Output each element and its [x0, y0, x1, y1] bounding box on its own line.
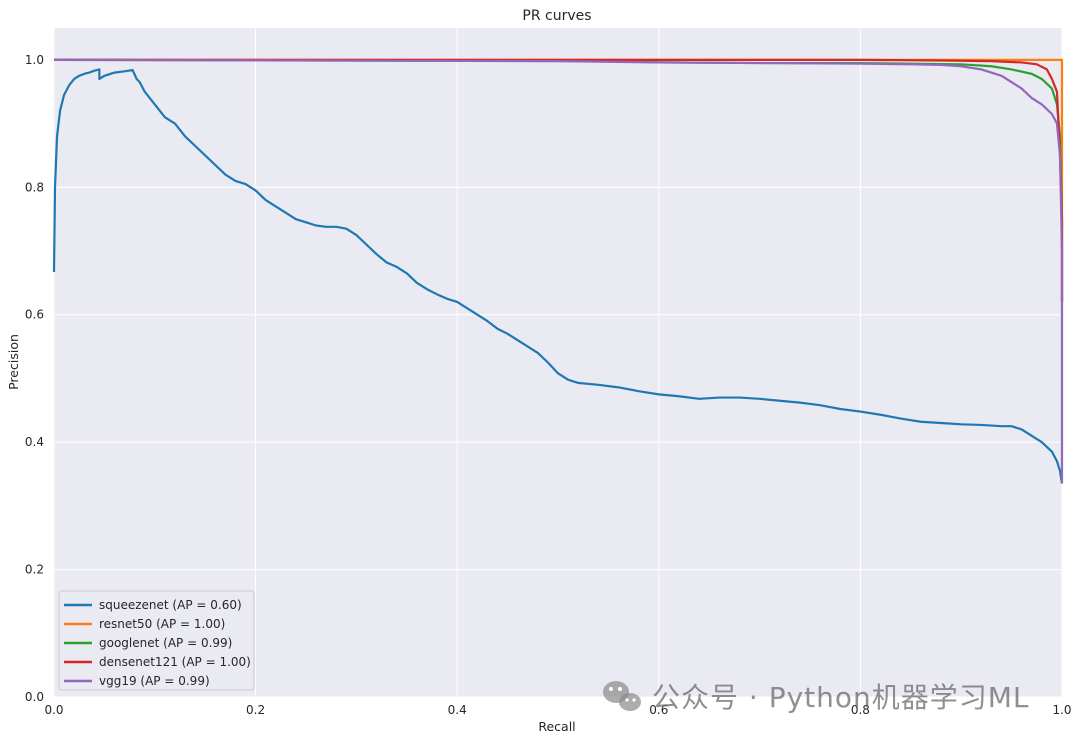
x-tick-label: 0.4: [448, 703, 467, 717]
x-tick-label: 1.0: [1052, 703, 1071, 717]
legend-entries: squeezenet (AP = 0.60) resnet50 (AP = 1.0…: [64, 598, 251, 688]
x-tick-label: 0.6: [649, 703, 668, 717]
y-tick-label: 0.4: [25, 435, 44, 449]
x-tick-label: 0.2: [246, 703, 265, 717]
watermark-text: 公众号 · Python机器学习ML: [652, 681, 1030, 714]
series-lines: [52, 58, 1064, 484]
legend-label-googlenet: googlenet (AP = 0.99): [99, 636, 232, 650]
legend-label-vgg19: vgg19 (AP = 0.99): [99, 674, 210, 688]
plot-background: [54, 28, 1062, 697]
watermark: 公众号 · Python机器学习ML: [603, 681, 1030, 714]
legend-box: [58, 590, 255, 691]
x-tick-label: 0.0: [44, 703, 63, 717]
chart-title: PR curves: [522, 8, 591, 24]
series-line-vgg19: [53, 58, 1064, 484]
y-tick-label: 0.6: [25, 308, 44, 322]
legend-label-squeezenet: squeezenet (AP = 0.60): [99, 598, 242, 612]
x-tick-label: 0.8: [851, 703, 870, 717]
y-tick-label: 0.0: [25, 690, 44, 704]
y-tick-labels: 0.0 0.2 0.4 0.6 0.8 1.0: [25, 53, 44, 704]
x-tick-labels: 0.0 0.2 0.4 0.6 0.8 1.0: [44, 703, 1071, 717]
y-tick-label: 0.8: [25, 180, 44, 194]
legend-label-resnet50: resnet50 (AP = 1.00): [99, 617, 225, 631]
legend: squeezenet (AP = 0.60) resnet50 (AP = 1.0…: [58, 590, 255, 691]
series-line-squeezenet: [52, 68, 1064, 484]
y-tick-label: 0.2: [25, 563, 44, 577]
x-axis-label: Recall: [538, 719, 575, 734]
wechat-icon: [603, 681, 641, 711]
legend-label-densenet121: densenet121 (AP = 1.00): [99, 655, 251, 669]
y-tick-label: 1.0: [25, 53, 44, 67]
grid-lines: [53, 28, 1063, 698]
y-axis-label: Precision: [6, 334, 21, 390]
